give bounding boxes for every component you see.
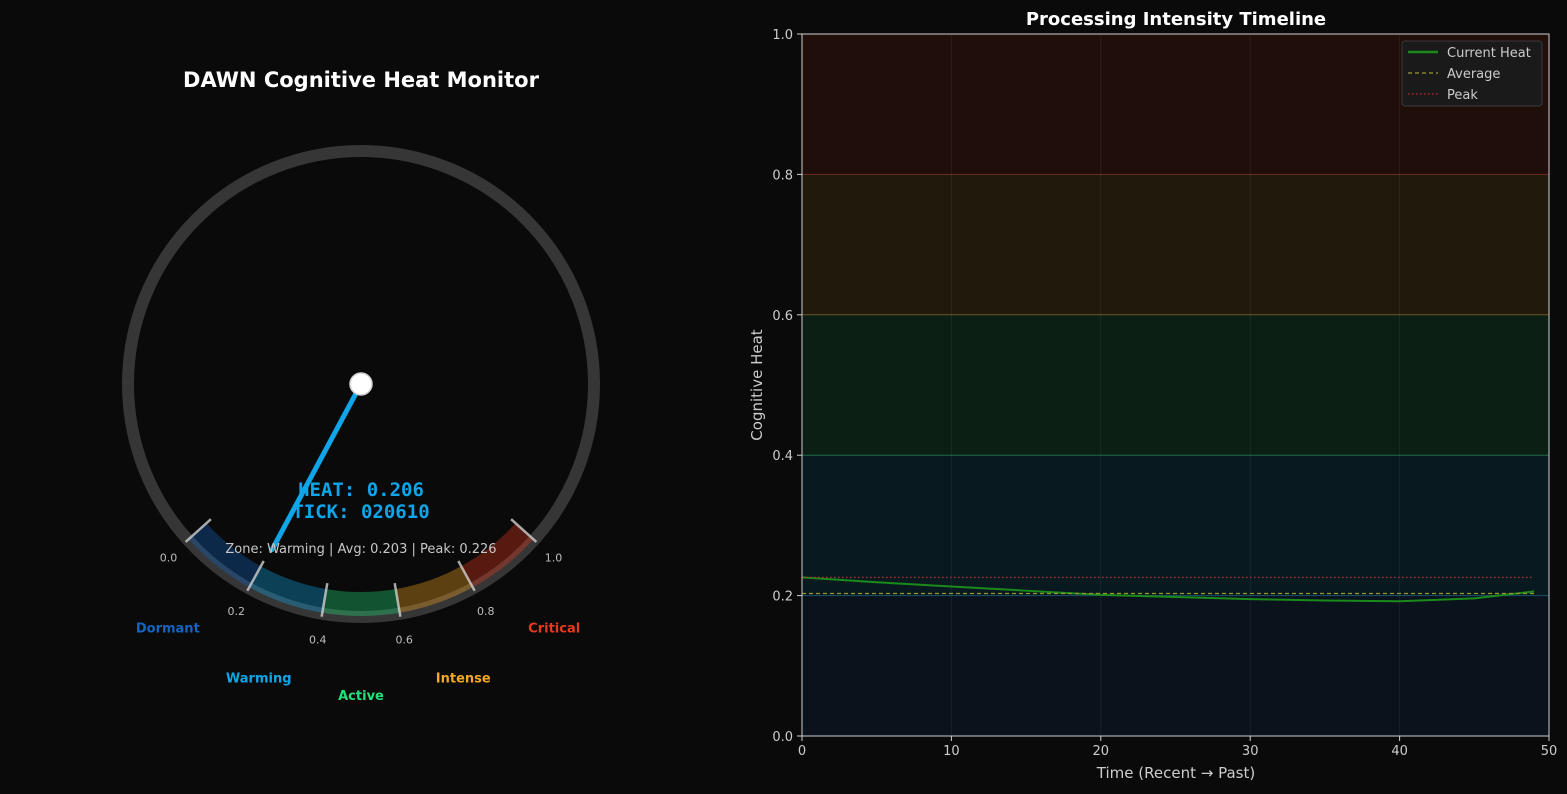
gauge-tick-label: 0.2: [227, 605, 245, 618]
zone-bands: [802, 34, 1549, 736]
heat-readout: HEAT: 0.206: [298, 479, 424, 501]
x-tick-label: 30: [1242, 744, 1259, 759]
x-tick-label: 20: [1093, 744, 1110, 759]
legend: Current Heat Average Peak: [1401, 40, 1543, 107]
y-axis-ticks: 0.0 0.2 0.4 0.6 0.8 1.0: [772, 28, 802, 745]
gauge-tick-mark: [457, 560, 476, 592]
gauge-tick-labels: 0.0 0.2 0.4 0.6 0.8 1.0: [160, 551, 562, 646]
zone-band: [802, 595, 1549, 736]
x-axis-ticks: 0 10 20 30 40 50: [798, 736, 1557, 759]
gauge-zone-warming: [249, 566, 327, 613]
gauge-tick-mark: [320, 582, 329, 617]
gauge-tick-marks: [184, 518, 538, 617]
gauge-tick-mark: [184, 518, 212, 543]
series-lines: [801, 576, 1535, 603]
gauge-zone-critical: [461, 523, 534, 588]
gauge-tick-label: 0.0: [160, 551, 178, 564]
plot-frame: [801, 33, 1550, 737]
timeline-panel: Processing Intensity Timeline 0 10 20 30 40 5…: [748, 9, 1557, 782]
zone-band: [802, 174, 1549, 315]
legend-label: Average: [1447, 67, 1500, 82]
x-tick-label: 10: [943, 744, 960, 759]
gauge-zone-label-dormant: Dormant: [136, 622, 200, 637]
gauge-tick-mark: [393, 582, 402, 617]
gauge-title: DAWN Cognitive Heat Monitor: [183, 68, 540, 92]
y-tick-label: 0.0: [772, 730, 793, 745]
status-readout: Zone: Warming | Avg: 0.203 | Peak: 0.226: [225, 542, 496, 557]
x-tick-label: 0: [798, 744, 806, 759]
gauge-zone-intense: [395, 566, 473, 613]
gauge-zone-label-warming: Warming: [226, 672, 292, 687]
plot-background: [802, 34, 1549, 736]
timeline-title: Processing Intensity Timeline: [1026, 9, 1326, 30]
gauge-tick-mark: [510, 518, 538, 543]
gauge-zone-arcs: [188, 523, 534, 617]
y-tick-label: 0.8: [772, 168, 793, 183]
x-axis-label: Time (Recent → Past): [1096, 764, 1255, 782]
legend-items: Current Heat Average Peak: [1408, 46, 1531, 103]
legend-label: Peak: [1447, 88, 1478, 103]
gauge-tick-mark: [246, 560, 265, 592]
y-tick-label: 0.4: [772, 449, 793, 464]
gauge-panel: DAWN Cognitive Heat Monitor 0.0 0.2 0.4 0.6…: [122, 68, 600, 704]
y-tick-label: 0.6: [772, 309, 793, 324]
gauge-outer-ring: [122, 145, 600, 623]
legend-box: [1401, 40, 1543, 107]
zone-band: [802, 455, 1549, 596]
series-line-current-heat: [801, 576, 1535, 603]
y-axis-label: Cognitive Heat: [748, 329, 766, 440]
gauge-tick-label: 0.4: [309, 633, 327, 646]
gauge-tick-label: 0.6: [395, 633, 413, 646]
gauge-zone-active: [322, 589, 400, 617]
gauge-zone-label-intense: Intense: [436, 672, 491, 687]
x-tick-label: 40: [1391, 744, 1408, 759]
tick-readout: TICK: 020610: [292, 501, 429, 523]
gauge-needle-hub: [349, 372, 373, 396]
y-tick-label: 0.2: [772, 590, 793, 605]
gauge-zone-dormant: [188, 523, 261, 588]
y-tick-label: 1.0: [772, 28, 793, 43]
gauge-tick-label: 0.8: [477, 605, 495, 618]
legend-label: Current Heat: [1447, 46, 1531, 61]
gauge-needle: [269, 381, 364, 553]
x-tick-label: 50: [1541, 744, 1558, 759]
zone-band: [802, 314, 1549, 456]
gauge-zone-label-active: Active: [338, 689, 384, 704]
gauge-zone-label-critical: Critical: [528, 622, 580, 637]
gauge-tick-label: 1.0: [545, 551, 563, 564]
gauge-zone-labels: Dormant Warming Active Intense Critical: [136, 622, 580, 704]
